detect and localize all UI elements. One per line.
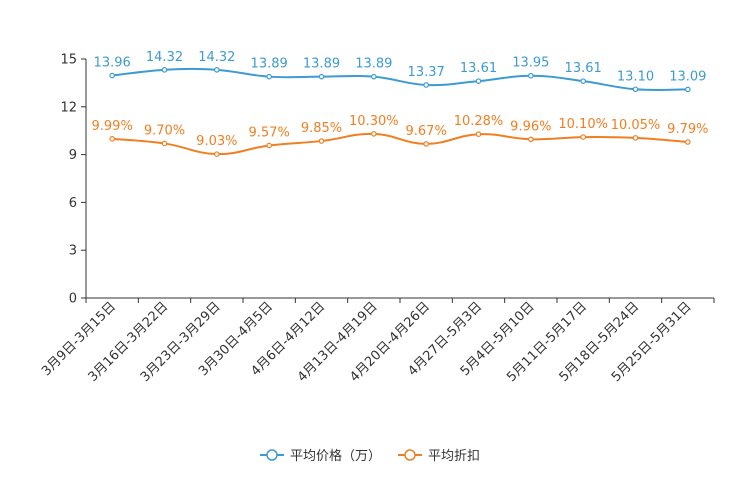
data-point[interactable] [109, 72, 115, 79]
data-label: 13.89 [303, 57, 340, 72]
data-point[interactable] [423, 141, 429, 147]
series-layer: 13.96 14.32 14.32 13.89 13.89 13.89 13.37 13.61… [92, 50, 708, 157]
data-point[interactable] [528, 72, 534, 79]
data-label: 13.89 [251, 57, 288, 72]
y-tick-label: 9 [69, 148, 77, 163]
data-point[interactable] [214, 67, 220, 73]
data-point[interactable] [580, 134, 586, 140]
data-point[interactable] [318, 138, 325, 144]
data-label: 13.09 [669, 69, 706, 84]
series-avg-price: 13.96 14.32 14.32 13.89 13.89 13.89 13.37 13.61… [94, 50, 706, 93]
data-label: 13.89 [355, 57, 392, 72]
legend-label: 平均折扣 [428, 449, 480, 464]
series-line [112, 132, 688, 156]
data-label: 14.32 [146, 50, 183, 65]
data-label: 13.37 [408, 65, 445, 80]
y-tick-label: 0 [69, 292, 77, 307]
legend-item-avg-price[interactable]: 平均价格（万） [260, 448, 381, 464]
data-point[interactable] [528, 136, 534, 143]
data-label: 9.57% [249, 126, 290, 141]
y-tick-label: 12 [60, 100, 77, 115]
data-label: 9.96% [510, 119, 551, 134]
data-point[interactable] [371, 73, 377, 80]
data-label: 10.30% [349, 114, 399, 129]
data-point[interactable] [266, 142, 272, 149]
data-label: 10.10% [558, 117, 608, 132]
data-label: 13.61 [565, 61, 602, 76]
data-point[interactable] [161, 67, 168, 73]
data-point[interactable] [214, 151, 220, 157]
data-point[interactable] [685, 139, 691, 145]
data-label: 9.70% [144, 123, 185, 138]
data-point[interactable] [685, 86, 691, 93]
data-label: 10.28% [454, 114, 504, 129]
y-tick-label: 6 [69, 196, 77, 211]
data-label: 9.67% [406, 124, 447, 139]
axes: 036912153月9日-3月15日3月16日-3月22日3月23日-3月29日… [39, 53, 715, 385]
data-point[interactable] [423, 82, 429, 88]
y-tick-label: 3 [69, 244, 77, 259]
series-avg-discount: 9.99% 9.70% 9.03% 9.57% 9.85% 10.30% 9.67% 10.2… [92, 114, 708, 157]
data-label: 10.05% [611, 118, 661, 133]
legend-marker [266, 449, 278, 461]
data-point[interactable] [266, 73, 272, 80]
data-point[interactable] [632, 135, 639, 141]
data-point[interactable] [475, 78, 482, 84]
data-point[interactable] [580, 78, 586, 84]
y-tick-label: 15 [60, 53, 77, 68]
legend-item-avg-discount[interactable]: 平均折扣 [398, 449, 480, 464]
data-label: 9.99% [92, 119, 133, 134]
data-point[interactable] [161, 140, 168, 147]
data-point[interactable] [318, 73, 325, 80]
legend-label: 平均价格（万） [290, 448, 381, 464]
legend[interactable]: 平均价格（万） 平均折扣 [260, 448, 480, 464]
data-label: 13.95 [512, 56, 549, 71]
data-label: 13.96 [94, 56, 131, 71]
data-label: 13.10 [617, 69, 654, 84]
legend-marker [404, 449, 416, 461]
data-point[interactable] [371, 131, 377, 137]
series-line [112, 67, 688, 92]
data-point[interactable] [475, 131, 482, 138]
data-label: 9.85% [301, 121, 342, 136]
data-label: 9.03% [196, 134, 237, 149]
data-label: 13.61 [460, 61, 497, 76]
data-point[interactable] [109, 136, 115, 142]
data-point[interactable] [632, 86, 639, 93]
data-label: 9.79% [667, 122, 708, 137]
data-label: 14.32 [198, 50, 235, 65]
